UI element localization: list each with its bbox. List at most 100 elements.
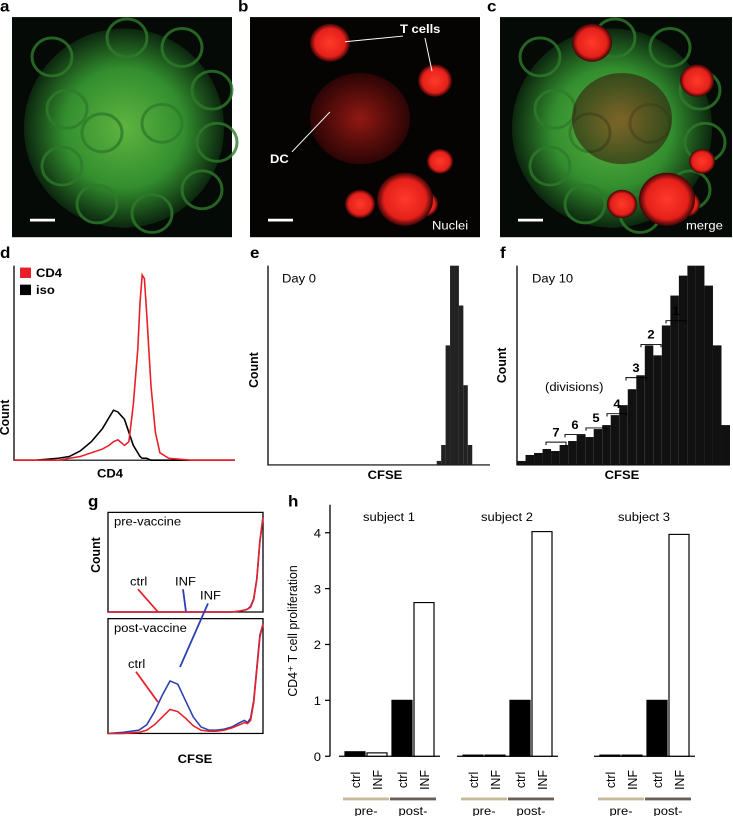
phase-label: post- (517, 804, 546, 816)
image-caption: merge (686, 219, 723, 233)
cell-ring (190, 69, 234, 111)
histogram-bar (576, 435, 586, 465)
cell-ring (40, 145, 84, 187)
x-axis-label: CFSE (605, 468, 640, 482)
histogram-bar (450, 265, 455, 465)
phase-label: post- (654, 804, 683, 816)
y-axis-label: Count (0, 399, 12, 435)
division-bracket (625, 377, 647, 381)
y-axis-label: Count (247, 352, 261, 388)
x-axis-label: CD4 (97, 467, 123, 481)
bar (344, 751, 366, 757)
histogram-bar (525, 454, 535, 465)
x-tick-label: INF (371, 770, 385, 790)
pointer (291, 111, 331, 153)
chart-title: Day 0 (282, 272, 316, 286)
histogram-bar (534, 452, 543, 465)
cell-ring (528, 145, 572, 187)
histogram-bar (678, 275, 688, 465)
x-tick-label: ctrl (467, 772, 481, 788)
y-axis-label: Count (89, 537, 103, 573)
x-tick-label: INF (673, 770, 687, 790)
panel-letter: h (288, 492, 298, 510)
x-tick-label: INF (489, 770, 503, 790)
axes (267, 265, 490, 466)
cell-ring (563, 183, 607, 225)
histogram-bar (687, 265, 696, 465)
series-line (108, 517, 264, 613)
panel-letter: c (487, 0, 496, 15)
histogram-bar (467, 445, 473, 465)
histogram-bar (627, 389, 637, 465)
cell (24, 28, 224, 228)
series-line (107, 623, 264, 735)
series-label: ctrl (128, 657, 145, 671)
chart-title: pre-vaccine (114, 515, 181, 529)
histogram-bar (463, 385, 468, 465)
phase-label: pre- (472, 804, 495, 816)
cell-ring (518, 36, 562, 78)
cell-ring (180, 169, 224, 211)
image-content (24, 17, 727, 234)
legend-swatch (20, 267, 31, 279)
y-tick-label: 0 (314, 750, 321, 764)
series-line (14, 409, 235, 461)
division-bracket (545, 441, 567, 446)
nucleus (377, 172, 433, 226)
histogram-bar (542, 448, 552, 465)
histogram-bar (636, 375, 645, 465)
histogram-bar (602, 425, 611, 465)
histogram-bar (704, 285, 713, 465)
histogram-bar (517, 460, 526, 465)
group-title: subject 3 (618, 510, 670, 524)
panel-letter: e (250, 243, 259, 261)
histogram-bar (436, 460, 442, 465)
cell-ring (45, 88, 89, 130)
cell-ring (160, 27, 204, 68)
histogram-bar (653, 355, 662, 465)
y-axis-label: CD4⁺ T cell proliferation (286, 565, 300, 696)
t-cells-label: T cells (400, 23, 440, 37)
series-line (108, 517, 264, 613)
phase-label: pre- (354, 804, 377, 816)
histogram-bar (610, 415, 620, 465)
chart-title: post-vaccine (114, 621, 187, 635)
y-axis-label: Count (495, 347, 509, 383)
series-arrow (137, 588, 159, 613)
cell-ring (75, 183, 119, 225)
histogram-bar (670, 295, 679, 465)
histogram-bar (661, 325, 671, 465)
bar (621, 754, 643, 757)
bar (366, 752, 388, 757)
histogram-bar (619, 405, 628, 465)
annotation: 6 (571, 418, 578, 432)
series-label: INF (175, 575, 196, 589)
legend-label: iso (36, 283, 55, 297)
nucleus (572, 23, 612, 62)
y-tick-label: 2 (314, 639, 321, 653)
bar (413, 601, 435, 757)
annotation: 3 (632, 361, 639, 375)
panel-letter: d (0, 243, 10, 261)
histogram-bar (721, 425, 730, 465)
division-bracket (585, 427, 607, 431)
legend-swatch (20, 284, 31, 296)
phase-label: pre- (609, 804, 632, 816)
cell-ring (140, 102, 184, 144)
image-caption: Nuclei (432, 219, 468, 233)
histogram-bar (454, 265, 459, 465)
plot-frame (107, 618, 264, 735)
panel-letter: g (88, 492, 98, 510)
histogram-bar (445, 345, 451, 465)
nucleus (680, 64, 714, 97)
series-line (108, 623, 264, 735)
chart-title: Day 10 (532, 272, 573, 286)
cell-ring (195, 121, 239, 163)
division-bracket (640, 343, 662, 348)
bar (509, 699, 531, 757)
histogram-bar (458, 305, 464, 465)
division-bracket (665, 320, 687, 324)
series-arrow (182, 589, 187, 613)
series-arrow (135, 671, 159, 703)
